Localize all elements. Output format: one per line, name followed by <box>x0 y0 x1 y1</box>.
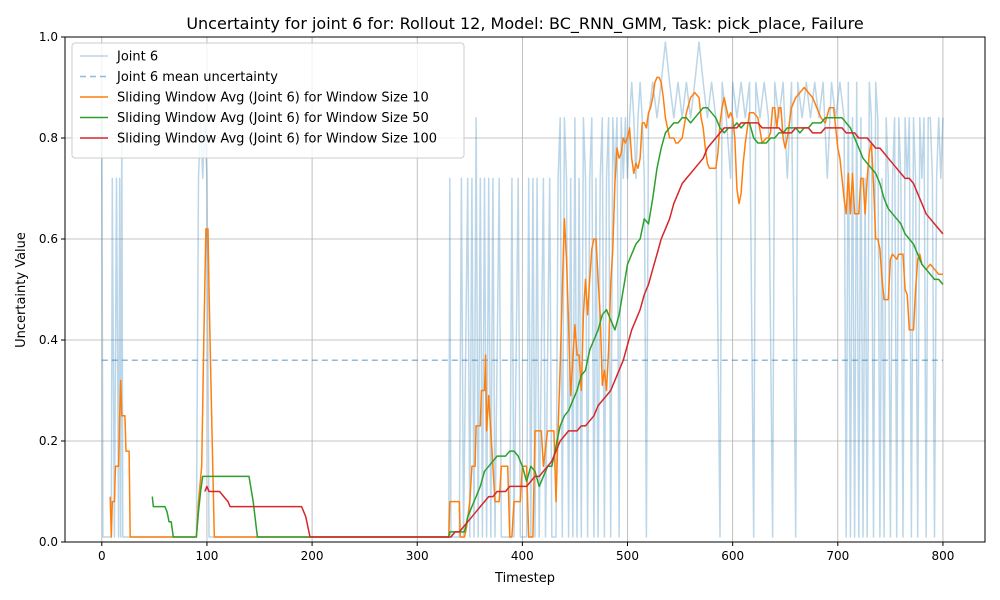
y-axis-label: Uncertainty Value <box>14 232 29 348</box>
series-line-0 <box>101 41 944 538</box>
legend-box <box>71 42 465 159</box>
x-tick-label: 700 <box>826 549 849 563</box>
series-line-4 <box>204 122 944 538</box>
x-tick-label: 300 <box>406 549 429 563</box>
chart-title: Uncertainty for joint 6 for: Rollout 12,… <box>186 14 863 34</box>
x-axis-label: Timestep <box>494 571 555 586</box>
y-axis: 0.0 0.2 0.4 0.6 0.8 1.0 <box>39 30 65 549</box>
y-tick-label: 0.4 <box>39 333 58 347</box>
x-axis: 0 100 200 300 400 500 600 700 800 <box>98 542 954 563</box>
y-tick-label: 0.6 <box>39 232 58 246</box>
x-tick-label: 600 <box>721 549 744 563</box>
series-line-3 <box>151 106 944 538</box>
series-group <box>101 41 944 538</box>
legend-label: Sliding Window Avg (Joint 6) for Window … <box>117 111 429 126</box>
legend-label: Sliding Window Avg (Joint 6) for Window … <box>117 91 429 106</box>
legend: Joint 6 Joint 6 mean uncertainty Sliding W… <box>71 42 465 159</box>
y-tick-label: 0.2 <box>39 434 58 448</box>
x-tick-label: 800 <box>931 549 954 563</box>
y-tick-label: 1.0 <box>39 30 58 44</box>
x-tick-label: 500 <box>616 549 639 563</box>
x-tick-label: 400 <box>511 549 534 563</box>
legend-label: Sliding Window Avg (Joint 6) for Window … <box>117 132 437 147</box>
series-line-2 <box>109 76 943 538</box>
y-tick-label: 0.0 <box>39 535 58 549</box>
x-tick-label: 100 <box>195 549 218 563</box>
legend-label: Joint 6 <box>116 50 158 65</box>
plot-frame <box>64 36 986 543</box>
x-tick-label: 0 <box>98 549 106 563</box>
legend-label: Joint 6 mean uncertainty <box>116 70 278 85</box>
x-tick-label: 200 <box>301 549 324 563</box>
y-tick-label: 0.8 <box>39 131 58 145</box>
